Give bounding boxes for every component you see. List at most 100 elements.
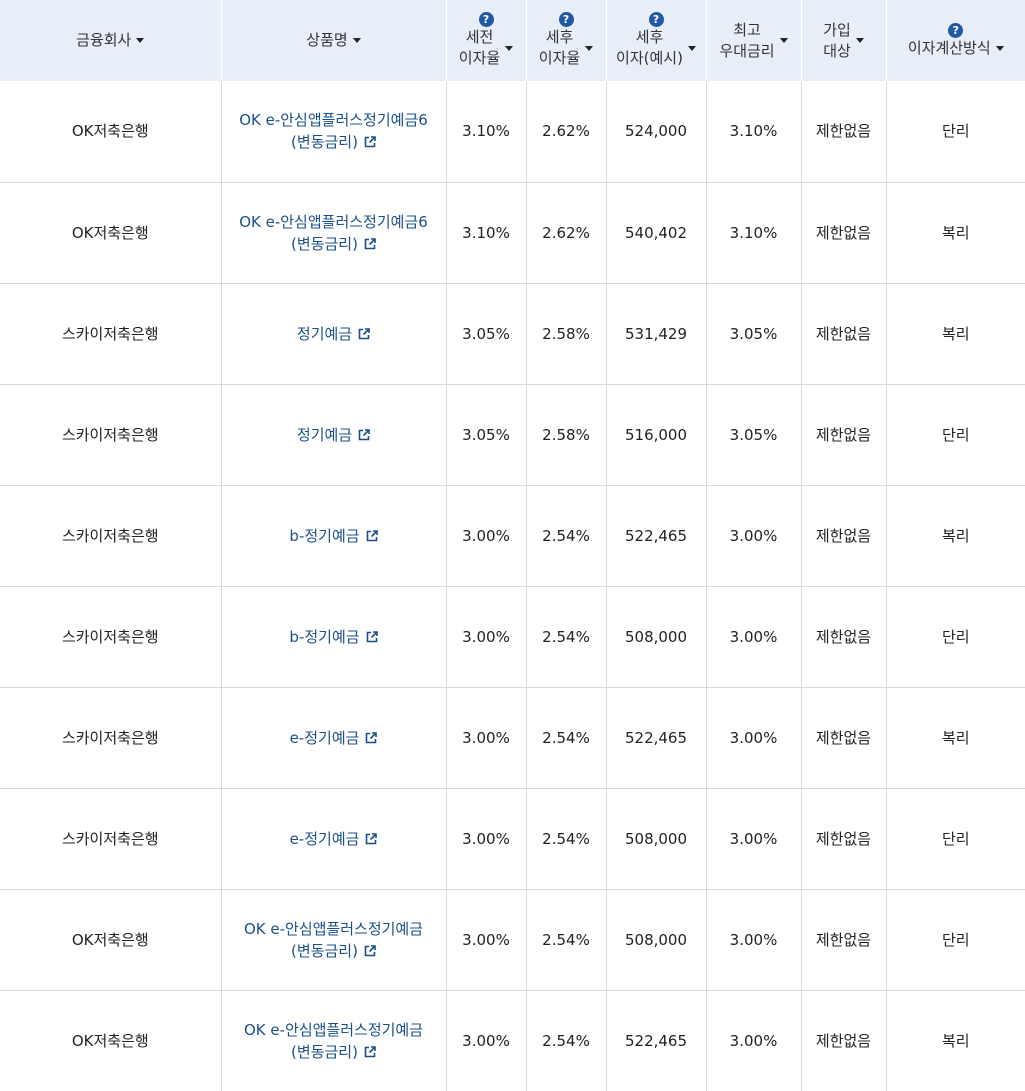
pre-tax-rate-cell: 3.00% (445, 586, 526, 688)
max-rate-cell: 3.00% (705, 788, 801, 890)
table-row: OK저축은행 OK e-안심앱플러스정기예금(변동금리) 3.00% 2.54% 522… (0, 990, 1025, 1091)
pre-tax-rate-cell: 3.10% (445, 81, 526, 183)
company-column-header[interactable]: 금융회사 (0, 0, 221, 81)
product-cell: b-정기예금 (220, 586, 446, 688)
product-link[interactable]: b-정기예금 (289, 627, 378, 646)
caret-down-icon[interactable] (687, 45, 696, 51)
external-link-icon[interactable] (364, 132, 376, 148)
interest-method-cell: 단리 (885, 788, 1025, 890)
product-link[interactable]: b-정기예금 (289, 526, 378, 545)
post-tax-interest-cell: 516,000 (605, 384, 706, 486)
caret-down-icon[interactable] (585, 45, 594, 51)
caret-down-icon[interactable] (136, 38, 145, 43)
column-label: 금융회사 (76, 30, 131, 51)
interest-method-cell: 단리 (885, 384, 1025, 486)
interest-method-cell: 복리 (885, 485, 1025, 587)
post-tax-interest-cell: 508,000 (605, 889, 706, 991)
pre-tax-rate-column-header[interactable]: ? 세전 이자율 (445, 0, 526, 81)
eligibility-cell: 제한없음 (800, 788, 886, 890)
eligibility-cell: 제한없음 (800, 182, 886, 284)
interest-method-column-header[interactable]: ? 이자계산방식 (885, 0, 1025, 81)
table-row: 스카이저축은행 정기예금 3.05% 2.58% 531,429 3.05% 제한없음 복리 (0, 283, 1025, 385)
product-link[interactable]: 정기예금 (297, 325, 370, 343)
product-link[interactable]: 정기예금 (297, 426, 370, 444)
post-tax-rate-cell: 2.54% (525, 586, 606, 688)
caret-down-icon[interactable] (995, 45, 1004, 51)
column-label-line: 금융회사 (76, 31, 132, 49)
column-label-line: 대상 (823, 41, 851, 60)
caret-down-icon[interactable] (505, 45, 514, 51)
max-rate-cell: 3.00% (705, 485, 801, 587)
external-link-icon[interactable] (364, 941, 376, 956)
post-tax-interest-cell: 522,465 (605, 990, 706, 1091)
product-cell: b-정기예금 (220, 485, 446, 587)
caret-down-icon[interactable] (779, 38, 788, 43)
eligibility-cell: 제한없음 (800, 81, 886, 183)
post-tax-rate-column-header[interactable]: ? 세후 이자율 (525, 0, 606, 81)
product-cell: 정기예금 (220, 283, 446, 385)
post-tax-interest-cell: 522,465 (605, 485, 706, 587)
product-column-header[interactable]: 상품명 (220, 0, 446, 81)
product-cell: 정기예금 (220, 384, 446, 486)
max-rate-cell: 3.05% (705, 384, 801, 486)
external-link-icon[interactable] (364, 1042, 376, 1058)
interest-method-cell: 단리 (885, 889, 1025, 991)
post-tax-interest-column-header[interactable]: ? 세후 이자(예시) (605, 0, 706, 81)
product-link[interactable]: e-정기예금 (290, 729, 378, 747)
table-row: 스카이저축은행 e-정기예금 3.00% 2.54% 522,465 3.00% 제한없음 복… (0, 687, 1025, 789)
max-rate-cell: 3.10% (705, 182, 801, 284)
company-cell: OK저축은행 (71, 1031, 149, 1050)
caret-down-icon[interactable] (855, 38, 864, 43)
external-link-icon[interactable] (364, 234, 376, 249)
product-link[interactable]: OK e-안심앱플러스정기예금6 (변동금리) (239, 213, 428, 253)
table-row: 스카이저축은행 b-정기예금 3.00% 2.54% 522,465 3.00% 제한없음 복… (0, 485, 1025, 587)
product-name: OK e-안심앱플러스정기예금6 (변동금리) (239, 111, 428, 152)
column-label-line: 가입 (823, 20, 851, 39)
max-rate-column-header[interactable]: 최고 우대금리 (705, 0, 801, 81)
post-tax-interest-cell: 508,000 (605, 586, 706, 688)
post-tax-rate-cell: 2.54% (525, 687, 606, 789)
product-link[interactable]: OK e-안심앱플러스정기예금6 (변동금리) (239, 111, 428, 151)
interest-method-cell: 복리 (885, 283, 1025, 385)
post-tax-interest-cell: 508,000 (605, 788, 706, 890)
external-link-icon[interactable] (366, 627, 378, 642)
product-name: 정기예금 (296, 425, 353, 444)
company-cell: OK저축은행 (0, 889, 221, 991)
caret-down-icon[interactable] (352, 38, 361, 43)
eligibility-cell: 제한없음 (800, 485, 886, 587)
product-link[interactable]: OK e-안심앱플러스정기예금(변동금리) (244, 920, 423, 960)
interest-method-cell: 단리 (885, 81, 1025, 183)
column-label-line: 이자율 (458, 49, 501, 67)
table-row: 스카이저축은행 e-정기예금 3.00% 2.54% 508,000 3.00% 제한없음 단… (0, 788, 1025, 890)
post-tax-interest-cell: 522,465 (605, 687, 706, 789)
product-link[interactable]: e-정기예금 (290, 830, 378, 848)
column-label-line: 세후 (635, 28, 664, 46)
question-circle-icon[interactable]: ? (648, 12, 664, 27)
product-name: OK e-안심앱플러스정기예금(변동금리) (243, 919, 424, 960)
external-link-icon[interactable] (366, 526, 378, 541)
product-name: 정기예금 (296, 324, 353, 343)
external-link-icon[interactable] (358, 324, 370, 339)
product-name: e-정기예금 (289, 728, 360, 747)
external-link-icon[interactable] (365, 728, 378, 743)
external-link-icon[interactable] (358, 425, 370, 440)
product-cell: OK e-안심앱플러스정기예금6 (변동금리) (220, 182, 446, 284)
interest-method-cell: 단리 (885, 586, 1025, 688)
column-label-line: 이자계산방식 (907, 38, 991, 57)
table-body: OK저축은행 OK e-안심앱플러스정기예금6 (변동금리) 3.10% 2.62% 5… (0, 81, 1025, 1091)
company-cell: 스카이저축은행 (0, 283, 221, 385)
question-circle-icon[interactable]: ? (558, 12, 574, 27)
pre-tax-rate-cell: 3.00% (445, 889, 526, 991)
product-link[interactable]: OK e-안심앱플러스정기예금(변동금리) (244, 1021, 423, 1061)
question-circle-icon[interactable]: ? (478, 12, 494, 27)
column-label-line: 세후 (545, 28, 574, 46)
external-link-icon[interactable] (365, 829, 378, 844)
company-cell: 스카이저축은행 (0, 384, 221, 486)
pre-tax-rate-cell: 3.00% (445, 990, 526, 1091)
question-circle-icon[interactable]: ? (948, 22, 964, 38)
max-rate-cell: 3.10% (705, 81, 801, 183)
company-cell: OK저축은행 (0, 182, 221, 284)
table-row: OK저축은행 OK e-안심앱플러스정기예금6 (변동금리) 3.10% 2.62% 5… (0, 182, 1025, 284)
